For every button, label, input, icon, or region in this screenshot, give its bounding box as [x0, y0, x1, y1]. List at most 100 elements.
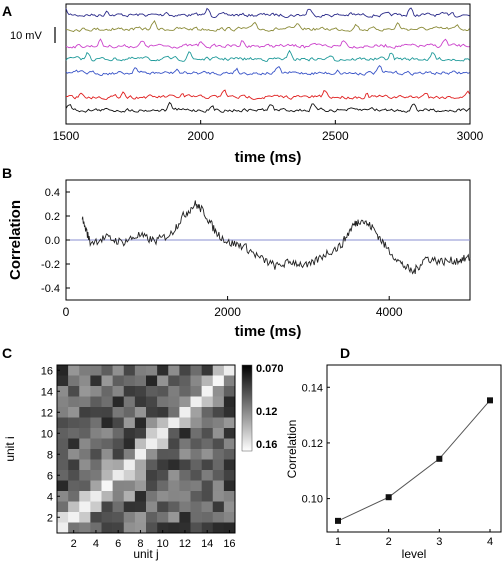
heatmap-cell	[201, 386, 214, 397]
heatmap-cell	[157, 480, 169, 492]
heatmap-cell	[123, 512, 136, 523]
heatmap-cell	[101, 459, 113, 471]
heatmap-cell	[212, 522, 225, 534]
heatmap-cell	[190, 491, 202, 502]
heatmap-cell	[68, 375, 80, 387]
heatmap-cell	[190, 512, 202, 523]
heatmap-cell	[223, 459, 236, 471]
heatmap-cell	[79, 386, 91, 397]
heatmap-cell	[157, 365, 169, 376]
y-tick-label: 0.12	[302, 438, 323, 450]
heatmap-cell	[90, 407, 102, 418]
heatmap-cell	[57, 480, 69, 492]
heatmap-cell	[168, 512, 180, 523]
heatmap-cell	[157, 417, 169, 429]
y-tick-label: 0.4	[45, 187, 60, 199]
heatmap-cell	[146, 428, 158, 439]
heatmap-frame	[56, 364, 236, 534]
heatmap-cell	[79, 480, 91, 492]
heatmap-cell	[157, 459, 169, 471]
heatmap-cell	[223, 522, 236, 534]
heatmap-cell	[57, 512, 69, 523]
trace-1	[65, 7, 470, 19]
heatmap-cell	[168, 522, 180, 534]
panel-b-ylabel: Correlation	[7, 200, 24, 280]
heatmap-cell	[112, 491, 125, 502]
heatmap-cell	[146, 522, 158, 534]
heatmap-cell	[223, 512, 236, 523]
heatmap-cell	[112, 459, 125, 471]
heatmap-cell	[123, 386, 136, 397]
heatmap-cell	[168, 449, 180, 460]
heatmap-cell	[57, 522, 69, 534]
heatmap-cell	[190, 501, 202, 513]
heatmap-cell	[123, 491, 136, 502]
heatmap-cell	[112, 512, 125, 523]
heatmap-cell	[101, 407, 113, 418]
heatmap-cell	[212, 470, 225, 481]
heatmap-cell	[57, 449, 69, 460]
heatmap-cell	[223, 501, 236, 513]
heatmap-cell	[223, 428, 236, 439]
x-tick-label: 14	[201, 538, 213, 550]
heatmap-cell	[134, 459, 147, 471]
heatmap-cell	[79, 501, 91, 513]
panel-a: 10 mV 1500 2000 2500 3000 time (ms)	[10, 3, 484, 166]
heatmap-cell	[157, 501, 169, 513]
y-tick-label: 0.10	[302, 494, 323, 506]
heatmap-cell	[79, 512, 91, 523]
heatmap-cell	[57, 438, 69, 450]
heatmap-cell	[168, 428, 180, 439]
heatmap-cell	[134, 396, 147, 408]
heatmap-cell	[112, 407, 125, 418]
y-tick-label: 0.2	[45, 211, 60, 223]
heatmap-cell	[201, 365, 214, 376]
heatmap-cell	[146, 407, 158, 418]
heatmap-cell	[212, 417, 225, 429]
heatmap-cell	[146, 417, 158, 429]
heatmap-cell	[179, 417, 191, 429]
heatmap-cell	[68, 501, 80, 513]
x-tick-label: 2000	[187, 129, 214, 143]
heatmap-cell	[212, 480, 225, 492]
heatmap-cell	[179, 512, 191, 523]
heatmap-cell	[90, 501, 102, 513]
heatmap-cell	[79, 417, 91, 429]
heatmap-cell	[179, 428, 191, 439]
heatmap-cell	[190, 396, 202, 408]
heatmap-cell	[201, 396, 214, 408]
heatmap-cell	[179, 375, 191, 387]
data-point	[487, 397, 493, 404]
heatmap-cell	[101, 491, 113, 502]
heatmap-cell	[68, 396, 80, 408]
heatmap-cell	[79, 459, 91, 471]
heatmap-cell	[90, 417, 102, 429]
heatmap-cell	[201, 407, 214, 418]
heatmap-cell	[57, 428, 69, 439]
heatmap-cell	[101, 522, 113, 534]
x-tick-label: 4000	[376, 305, 403, 319]
heatmap-cell	[201, 438, 214, 450]
heatmap-cell	[134, 522, 147, 534]
x-tick-label: 2	[386, 536, 392, 548]
panel-label-d: D	[340, 345, 350, 361]
heatmap-cell	[123, 459, 136, 471]
heatmap-cell	[101, 480, 113, 492]
heatmap-cell	[101, 396, 113, 408]
heatmap-cell	[123, 407, 136, 418]
trace-7	[65, 101, 470, 113]
x-tick-label: 10	[157, 538, 169, 550]
heatmap-cell	[212, 375, 225, 387]
heatmap-cell	[79, 375, 91, 387]
y-tick-label: -0.4	[41, 283, 60, 295]
heatmap-cell	[146, 491, 158, 502]
x-tick-label: 1	[335, 536, 341, 548]
heatmap-cell	[146, 386, 158, 397]
panel-a-xlabel: time (ms)	[235, 149, 302, 166]
heatmap-cell	[79, 438, 91, 450]
heatmap-cell	[134, 438, 147, 450]
heatmap-cell	[223, 396, 236, 408]
heatmap-cell	[146, 470, 158, 481]
heatmap-cell	[79, 407, 91, 418]
x-tick-label: 2	[71, 538, 77, 550]
